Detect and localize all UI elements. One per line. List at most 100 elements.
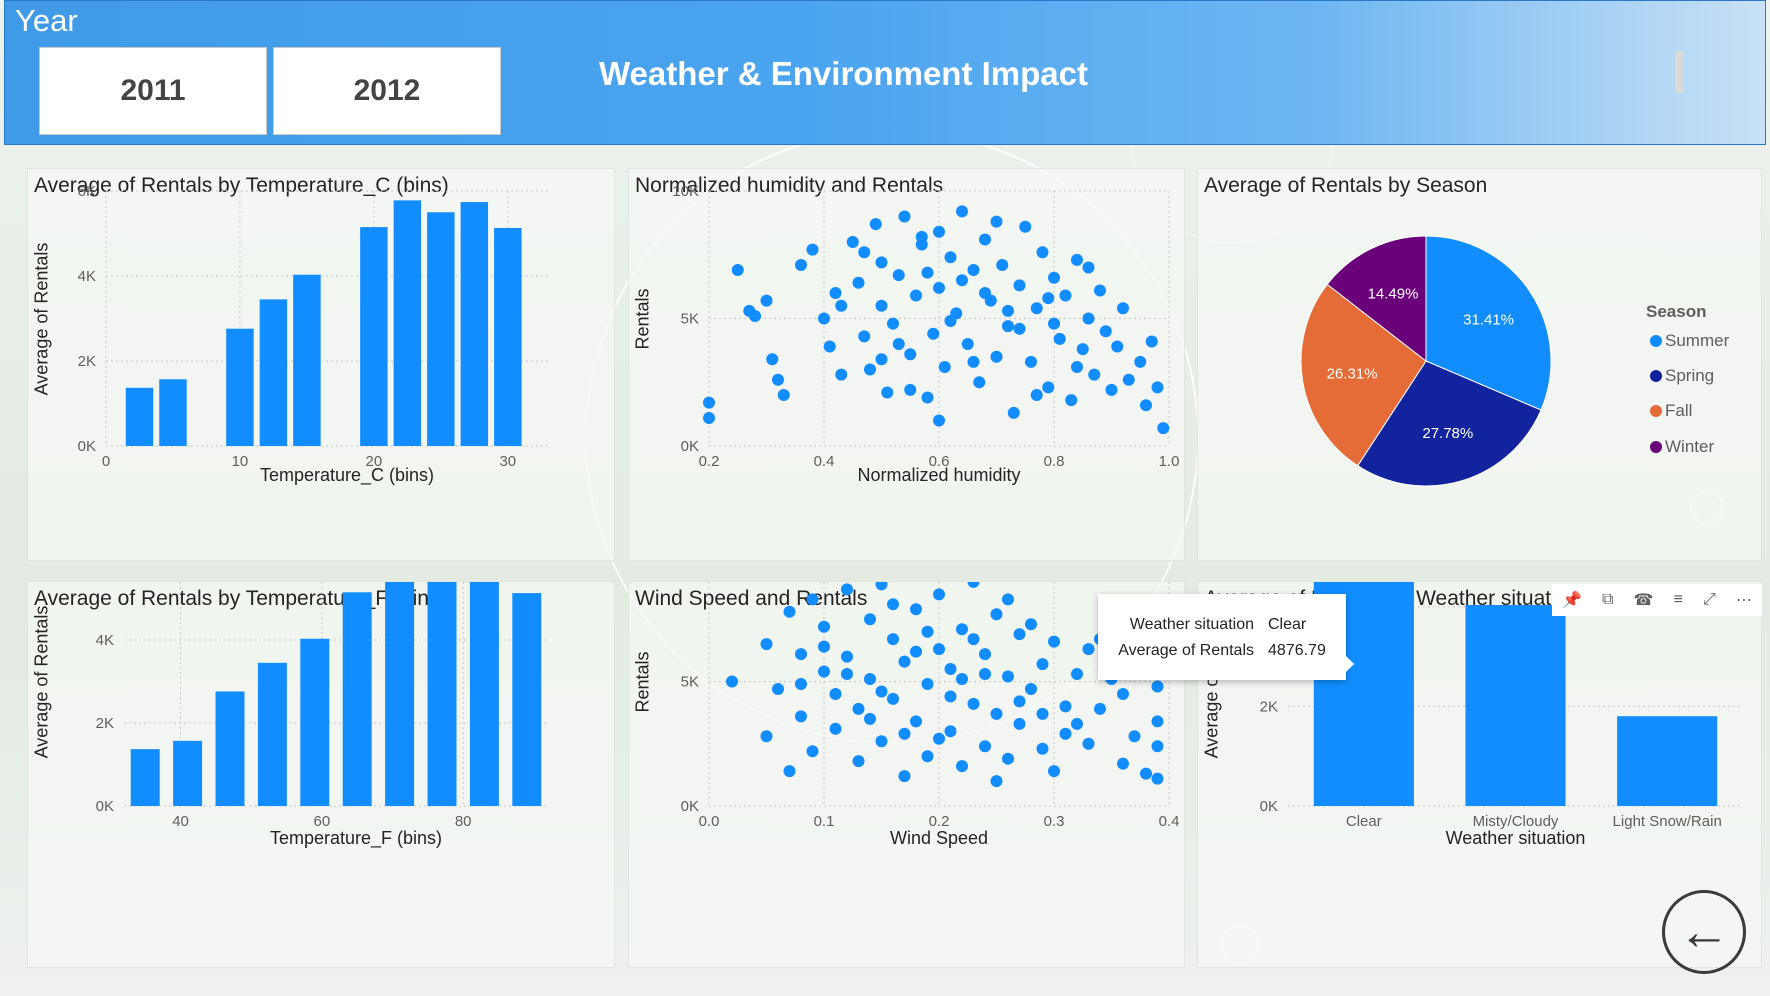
bar <box>360 227 388 446</box>
temp-f-chart-panel[interactable]: Average of Rentals by Temperature_F (bin… <box>27 581 615 968</box>
scatter-point <box>1111 340 1124 353</box>
scatter-point <box>1048 317 1060 330</box>
scatter-point <box>760 638 773 651</box>
legend-label: Fall <box>1665 401 1693 420</box>
filter-icon[interactable]: ≡ <box>1673 591 1683 608</box>
y-tick-label: 2K <box>96 715 114 732</box>
pie-slice-label: 26.31% <box>1327 365 1378 382</box>
year-button-2012[interactable]: 2012 <box>273 47 501 135</box>
scatter-point <box>875 735 888 748</box>
legend-item-winter[interactable]: Winter <box>1650 437 1714 457</box>
scatter-point <box>1059 289 1072 302</box>
legend-label: Spring <box>1665 366 1715 385</box>
x-tick-label: 20 <box>366 453 383 470</box>
scatter-point <box>1025 618 1037 631</box>
scatter-point <box>990 350 1003 363</box>
scatter-point <box>944 725 957 738</box>
scatter-point <box>1002 304 1014 317</box>
bar <box>125 387 154 446</box>
y-tick-label: 6K <box>78 183 96 200</box>
scatter-point <box>1151 715 1164 728</box>
scatter-point <box>777 389 790 401</box>
legend-item-fall[interactable]: Fall <box>1650 401 1692 421</box>
season-chart-panel[interactable]: Average of Rentals by Season 31.41% 27.78… <box>1197 168 1762 561</box>
pin-icon[interactable]: 📌 <box>1562 592 1582 609</box>
scatter-point <box>818 620 830 633</box>
scatter-point <box>835 368 848 381</box>
y-tick-label: 5K <box>681 311 699 328</box>
x-tick-label: 40 <box>172 813 189 830</box>
scatter-point <box>852 755 865 768</box>
bell-icon[interactable]: ☎ <box>1633 592 1654 609</box>
x-tick-label: Misty/Cloudy <box>1473 813 1559 830</box>
scatter-point <box>967 633 980 646</box>
focus-icon[interactable]: ⤢ <box>1702 591 1716 608</box>
scatter-point <box>933 643 945 656</box>
scatter-point <box>818 312 830 325</box>
legend-marker <box>1650 405 1662 417</box>
x-tick-label: Light Snow/Rain <box>1613 813 1722 830</box>
scatter-point <box>1030 302 1043 315</box>
scatter-point <box>1157 422 1170 435</box>
y-axis-title: Average of Rentals <box>31 243 51 396</box>
y-tick-label: 5K <box>681 674 699 691</box>
scatter-point <box>990 707 1003 720</box>
scatter-point <box>852 702 865 715</box>
scatter-point <box>944 315 957 328</box>
scatter-point <box>1117 687 1129 700</box>
scatter-point <box>869 218 882 231</box>
scatter-point <box>1076 343 1089 356</box>
scatter-point <box>887 633 899 646</box>
scatter-point <box>1048 271 1060 284</box>
scatter-point <box>829 722 842 735</box>
bar <box>385 582 415 806</box>
scatter-point <box>852 276 865 289</box>
scatter-point <box>990 608 1003 621</box>
scatter-point <box>1071 717 1083 730</box>
scatter-point <box>904 383 917 396</box>
x-axis-title: Wind Speed <box>890 828 988 848</box>
scatter-point <box>904 348 917 361</box>
bar <box>215 691 245 806</box>
scatter-point <box>1082 312 1095 325</box>
year-button-2011[interactable]: 2011 <box>39 47 267 135</box>
legend-label: Summer <box>1665 331 1730 350</box>
pie-slice <box>1425 235 1552 411</box>
temp-c-chart-panel[interactable]: Average of Rentals by Temperature_C (bin… <box>27 168 615 561</box>
scatter-point <box>1071 253 1083 266</box>
scatter-point <box>806 243 819 256</box>
legend-item-summer[interactable]: Summer <box>1650 331 1729 351</box>
scatter-point <box>783 765 796 778</box>
scatter-point <box>898 655 911 668</box>
copy-icon[interactable]: ⧉ <box>1602 591 1614 608</box>
x-tick-label: 80 <box>455 813 472 830</box>
bar <box>293 274 321 446</box>
scatter-point <box>910 645 922 658</box>
scatter-point <box>818 640 830 653</box>
bar <box>1617 716 1718 806</box>
y-tick-label: 2K <box>78 353 96 370</box>
scatter-point <box>772 373 784 386</box>
scatter-point <box>818 665 830 678</box>
pie-slice <box>1326 235 1427 363</box>
scatter-point <box>1122 373 1135 386</box>
year-slicer-title: Year <box>15 3 78 38</box>
back-arrow-button[interactable]: ← <box>1662 890 1746 974</box>
scroll-handle[interactable] <box>1675 51 1684 93</box>
scatter-point <box>1151 680 1164 693</box>
x-axis-title: Temperature_C (bins) <box>260 465 434 486</box>
scatter-point <box>921 625 934 638</box>
humidity-chart-panel[interactable]: Normalized humidity and Rentals 0K 5K 10K R… <box>628 168 1185 561</box>
scatter-point <box>795 710 807 723</box>
scatter-point <box>858 330 871 343</box>
legend-item-spring[interactable]: Spring <box>1650 366 1714 386</box>
x-axis-title: Weather situation <box>1446 828 1586 848</box>
scatter-point <box>1082 261 1095 274</box>
legend-marker <box>1650 441 1662 453</box>
scatter-point <box>875 582 888 591</box>
scatter-point <box>795 648 807 661</box>
x-tick-label: 0.8 <box>1044 453 1065 470</box>
more-icon[interactable]: ⋯ <box>1735 592 1752 609</box>
x-tick-label: 0.1 <box>814 813 835 830</box>
scatter-point <box>979 287 991 299</box>
